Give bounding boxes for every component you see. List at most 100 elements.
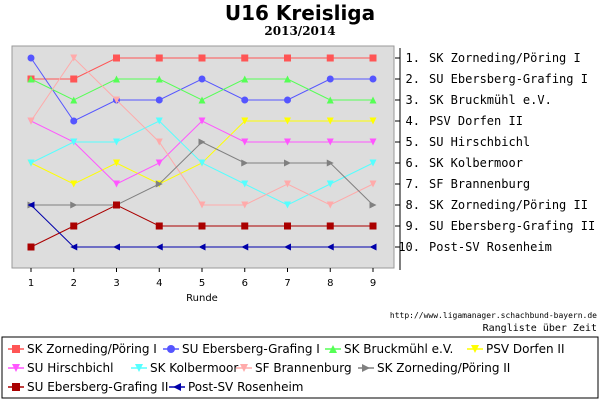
legend-item: SF Brannenburg xyxy=(236,361,352,375)
data-point xyxy=(113,96,120,104)
legend-item: SU Ebersberg-Grafing I xyxy=(163,342,320,356)
plot-area xyxy=(11,45,395,269)
x-tick-label: 9 xyxy=(370,278,376,289)
legend-label: SU Ebersberg-Grafing I xyxy=(182,342,320,356)
data-point xyxy=(155,138,163,146)
data-point xyxy=(155,222,163,230)
legend-label: Post-SV Rosenheim xyxy=(188,380,303,394)
data-point xyxy=(241,54,249,62)
legend-label: SK Bruckmühl e.V. xyxy=(344,342,453,356)
legend: SK Zorneding/Pöring I SU Ebersberg-Grafin… xyxy=(8,342,565,394)
data-point xyxy=(326,54,334,62)
x-tick-label: 6 xyxy=(242,278,248,289)
data-point xyxy=(155,54,163,62)
data-point xyxy=(198,54,206,62)
data-point xyxy=(284,75,291,83)
ranking-label: 2. SU Ebersberg-Grafing I xyxy=(406,72,588,86)
series-5 xyxy=(27,117,377,188)
data-point xyxy=(284,54,291,62)
legend-item: SK Zorneding/Pöring II xyxy=(358,361,510,375)
data-point xyxy=(241,96,249,104)
data-point xyxy=(27,243,35,251)
data-point xyxy=(155,180,163,188)
ranking-label: 6. SK Kolbermoor xyxy=(406,156,523,170)
data-point xyxy=(326,201,334,209)
legend-item: SK Zorneding/Pöring I xyxy=(8,342,157,356)
legend-swatch-marker xyxy=(329,345,337,353)
x-tick-label: 2 xyxy=(71,278,77,289)
data-point xyxy=(326,222,334,230)
data-point xyxy=(369,54,377,62)
ranking-label: 5. SU Hirschbichl xyxy=(406,135,531,149)
data-point xyxy=(284,180,291,188)
legend-swatch-marker xyxy=(12,364,20,372)
legend-item: SU Ebersberg-Grafing II xyxy=(8,380,168,394)
data-point xyxy=(241,243,249,251)
data-point xyxy=(198,75,206,83)
x-tick-label: 4 xyxy=(156,278,162,289)
data-point xyxy=(284,222,291,230)
data-point xyxy=(155,117,163,125)
chart-title: U16 Kreisliga xyxy=(225,1,375,25)
data-point xyxy=(113,138,120,146)
legend-swatch-marker xyxy=(240,364,248,372)
data-point xyxy=(369,138,377,146)
legend-swatch-marker xyxy=(167,345,175,353)
ranking-label: 8. SK Zorneding/Pöring II xyxy=(406,198,588,212)
data-point xyxy=(70,138,78,146)
ranking-label: 4. PSV Dorfen II xyxy=(406,114,523,128)
data-point xyxy=(27,75,35,83)
data-point xyxy=(113,180,120,188)
legend-swatch-marker xyxy=(173,383,181,391)
data-point xyxy=(369,201,377,209)
legend-swatch-marker xyxy=(362,364,370,372)
data-point xyxy=(113,201,120,209)
legend-label: SU Ebersberg-Grafing II xyxy=(27,380,168,394)
data-point xyxy=(155,243,163,251)
legend-label: SF Brannenburg xyxy=(255,361,352,375)
data-point xyxy=(241,138,249,146)
data-point xyxy=(241,75,249,83)
data-point xyxy=(369,96,377,104)
ranking-label: 7. SF Brannenburg xyxy=(406,177,531,191)
x-axis-label: Runde xyxy=(186,293,218,304)
legend-label: PSV Dorfen II xyxy=(486,342,565,356)
data-point xyxy=(198,201,206,209)
ranking-label: 10. Post-SV Rosenheim xyxy=(398,240,552,254)
data-point xyxy=(241,117,249,125)
x-tick-label: 5 xyxy=(199,278,205,289)
series-10 xyxy=(27,201,377,251)
chart-subtitle: 2013/2014 xyxy=(264,24,335,38)
legend-item: SK Kolbermoor xyxy=(131,361,238,375)
x-tick-label: 3 xyxy=(113,278,119,289)
data-point xyxy=(284,159,291,167)
x-tick-label: 8 xyxy=(327,278,333,289)
data-point xyxy=(198,159,206,167)
series-6 xyxy=(27,117,377,209)
data-point xyxy=(27,159,35,167)
data-point xyxy=(326,159,334,167)
data-point xyxy=(70,75,78,83)
series-3 xyxy=(27,75,377,104)
data-point xyxy=(241,159,249,167)
legend-swatch-marker xyxy=(471,345,479,353)
data-point xyxy=(369,117,377,125)
data-point xyxy=(198,243,206,251)
legend-swatch-marker xyxy=(12,383,20,391)
data-point xyxy=(284,201,291,209)
data-point xyxy=(369,222,377,230)
data-point xyxy=(155,96,163,104)
data-point xyxy=(70,117,78,125)
x-tick-label: 1 xyxy=(28,278,34,289)
data-point xyxy=(155,75,163,83)
legend-swatch-marker xyxy=(12,345,20,353)
data-point xyxy=(369,75,377,83)
series-9 xyxy=(27,201,377,251)
legend-item: Post-SV Rosenheim xyxy=(169,380,303,394)
data-point xyxy=(284,138,291,146)
legend-item: SU Hirschbichl xyxy=(8,361,113,375)
data-point xyxy=(369,180,377,188)
data-point xyxy=(241,180,249,188)
series-7 xyxy=(27,54,377,209)
data-point xyxy=(27,201,35,209)
